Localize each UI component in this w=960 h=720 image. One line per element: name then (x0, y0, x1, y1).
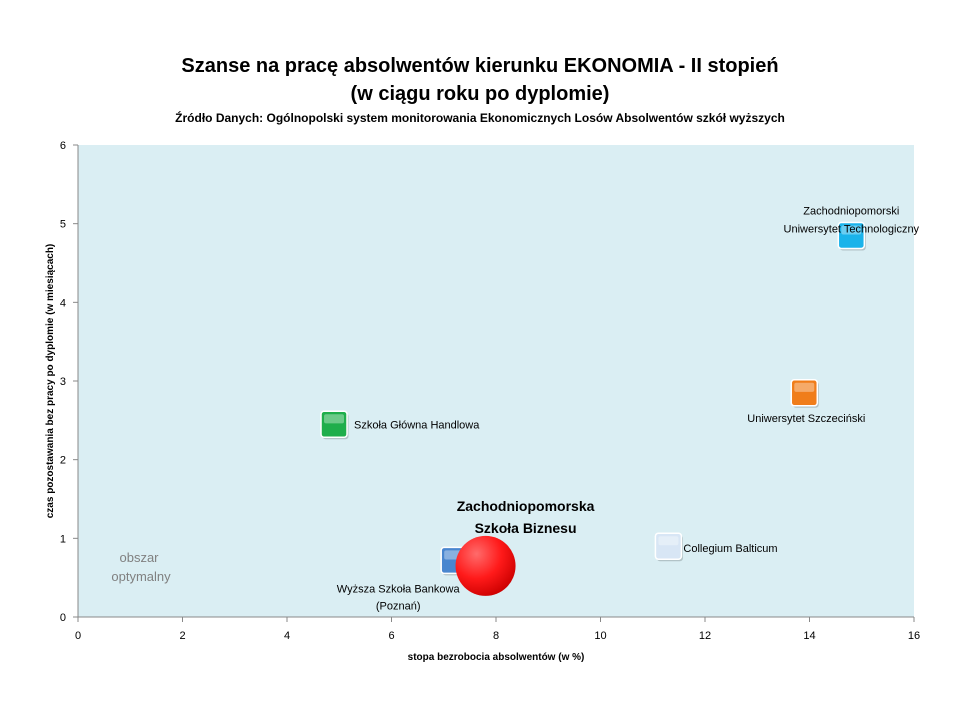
x-tick-label: 6 (388, 630, 394, 642)
chart-title: Szanse na pracę absolwentów kierunku EKO… (181, 55, 779, 77)
point-label: Szkoła Biznesu (475, 520, 577, 536)
y-tick-label: 6 (60, 140, 66, 152)
point-label: Wyższa Szkoła Bankowa (337, 583, 461, 595)
point-marker-gloss (841, 225, 862, 235)
point-label: Zachodniopomorska (457, 498, 595, 514)
point-label: Collegium Balticum (683, 543, 777, 555)
x-tick-label: 2 (179, 630, 185, 642)
y-tick-label: 0 (60, 612, 66, 624)
y-tick-label: 5 (60, 219, 66, 231)
optimal-zone-label-line1: obszar (119, 550, 159, 565)
point-marker (654, 532, 683, 560)
optimal-zone-label-line2: optymalny (111, 569, 171, 584)
point-marker-gloss (658, 536, 679, 546)
point-marker (790, 379, 819, 407)
point-label: (Poznań) (376, 600, 421, 612)
point-marker (320, 410, 348, 439)
point-label: Szkoła Główna Handlowa (354, 419, 480, 431)
x-tick-label: 8 (493, 630, 499, 642)
point-label: Uniwersytet Szczeciński (747, 413, 865, 425)
y-tick-label: 2 (60, 455, 66, 467)
x-tick-label: 12 (699, 630, 711, 642)
point-marker-gloss (324, 414, 345, 424)
x-tick-label: 14 (803, 630, 815, 642)
chart-subtitle: (w ciągu roku po dyplomie) (350, 83, 610, 105)
y-tick-label: 3 (60, 376, 66, 388)
y-tick-label: 4 (60, 297, 66, 309)
point-marker (837, 221, 866, 250)
point-label: Zachodniopomorski (803, 205, 899, 217)
y-axis-label: czas pozostawania bez pracy po dyplomie … (45, 244, 56, 519)
point-label: Uniwersytet Technologiczny (784, 223, 920, 235)
x-tick-label: 16 (908, 630, 920, 642)
x-tick-label: 0 (75, 630, 81, 642)
point-marker-highlight (455, 535, 516, 596)
x-axis-label: stopa bezrobocia absolwentów (w %) (408, 652, 585, 663)
x-tick-label: 10 (594, 630, 606, 642)
chart-source: Źródło Danych: Ogólnopolski system monit… (175, 111, 785, 125)
y-tick-label: 1 (60, 533, 66, 545)
x-tick-label: 4 (284, 630, 290, 642)
point-marker-gloss (794, 382, 815, 392)
